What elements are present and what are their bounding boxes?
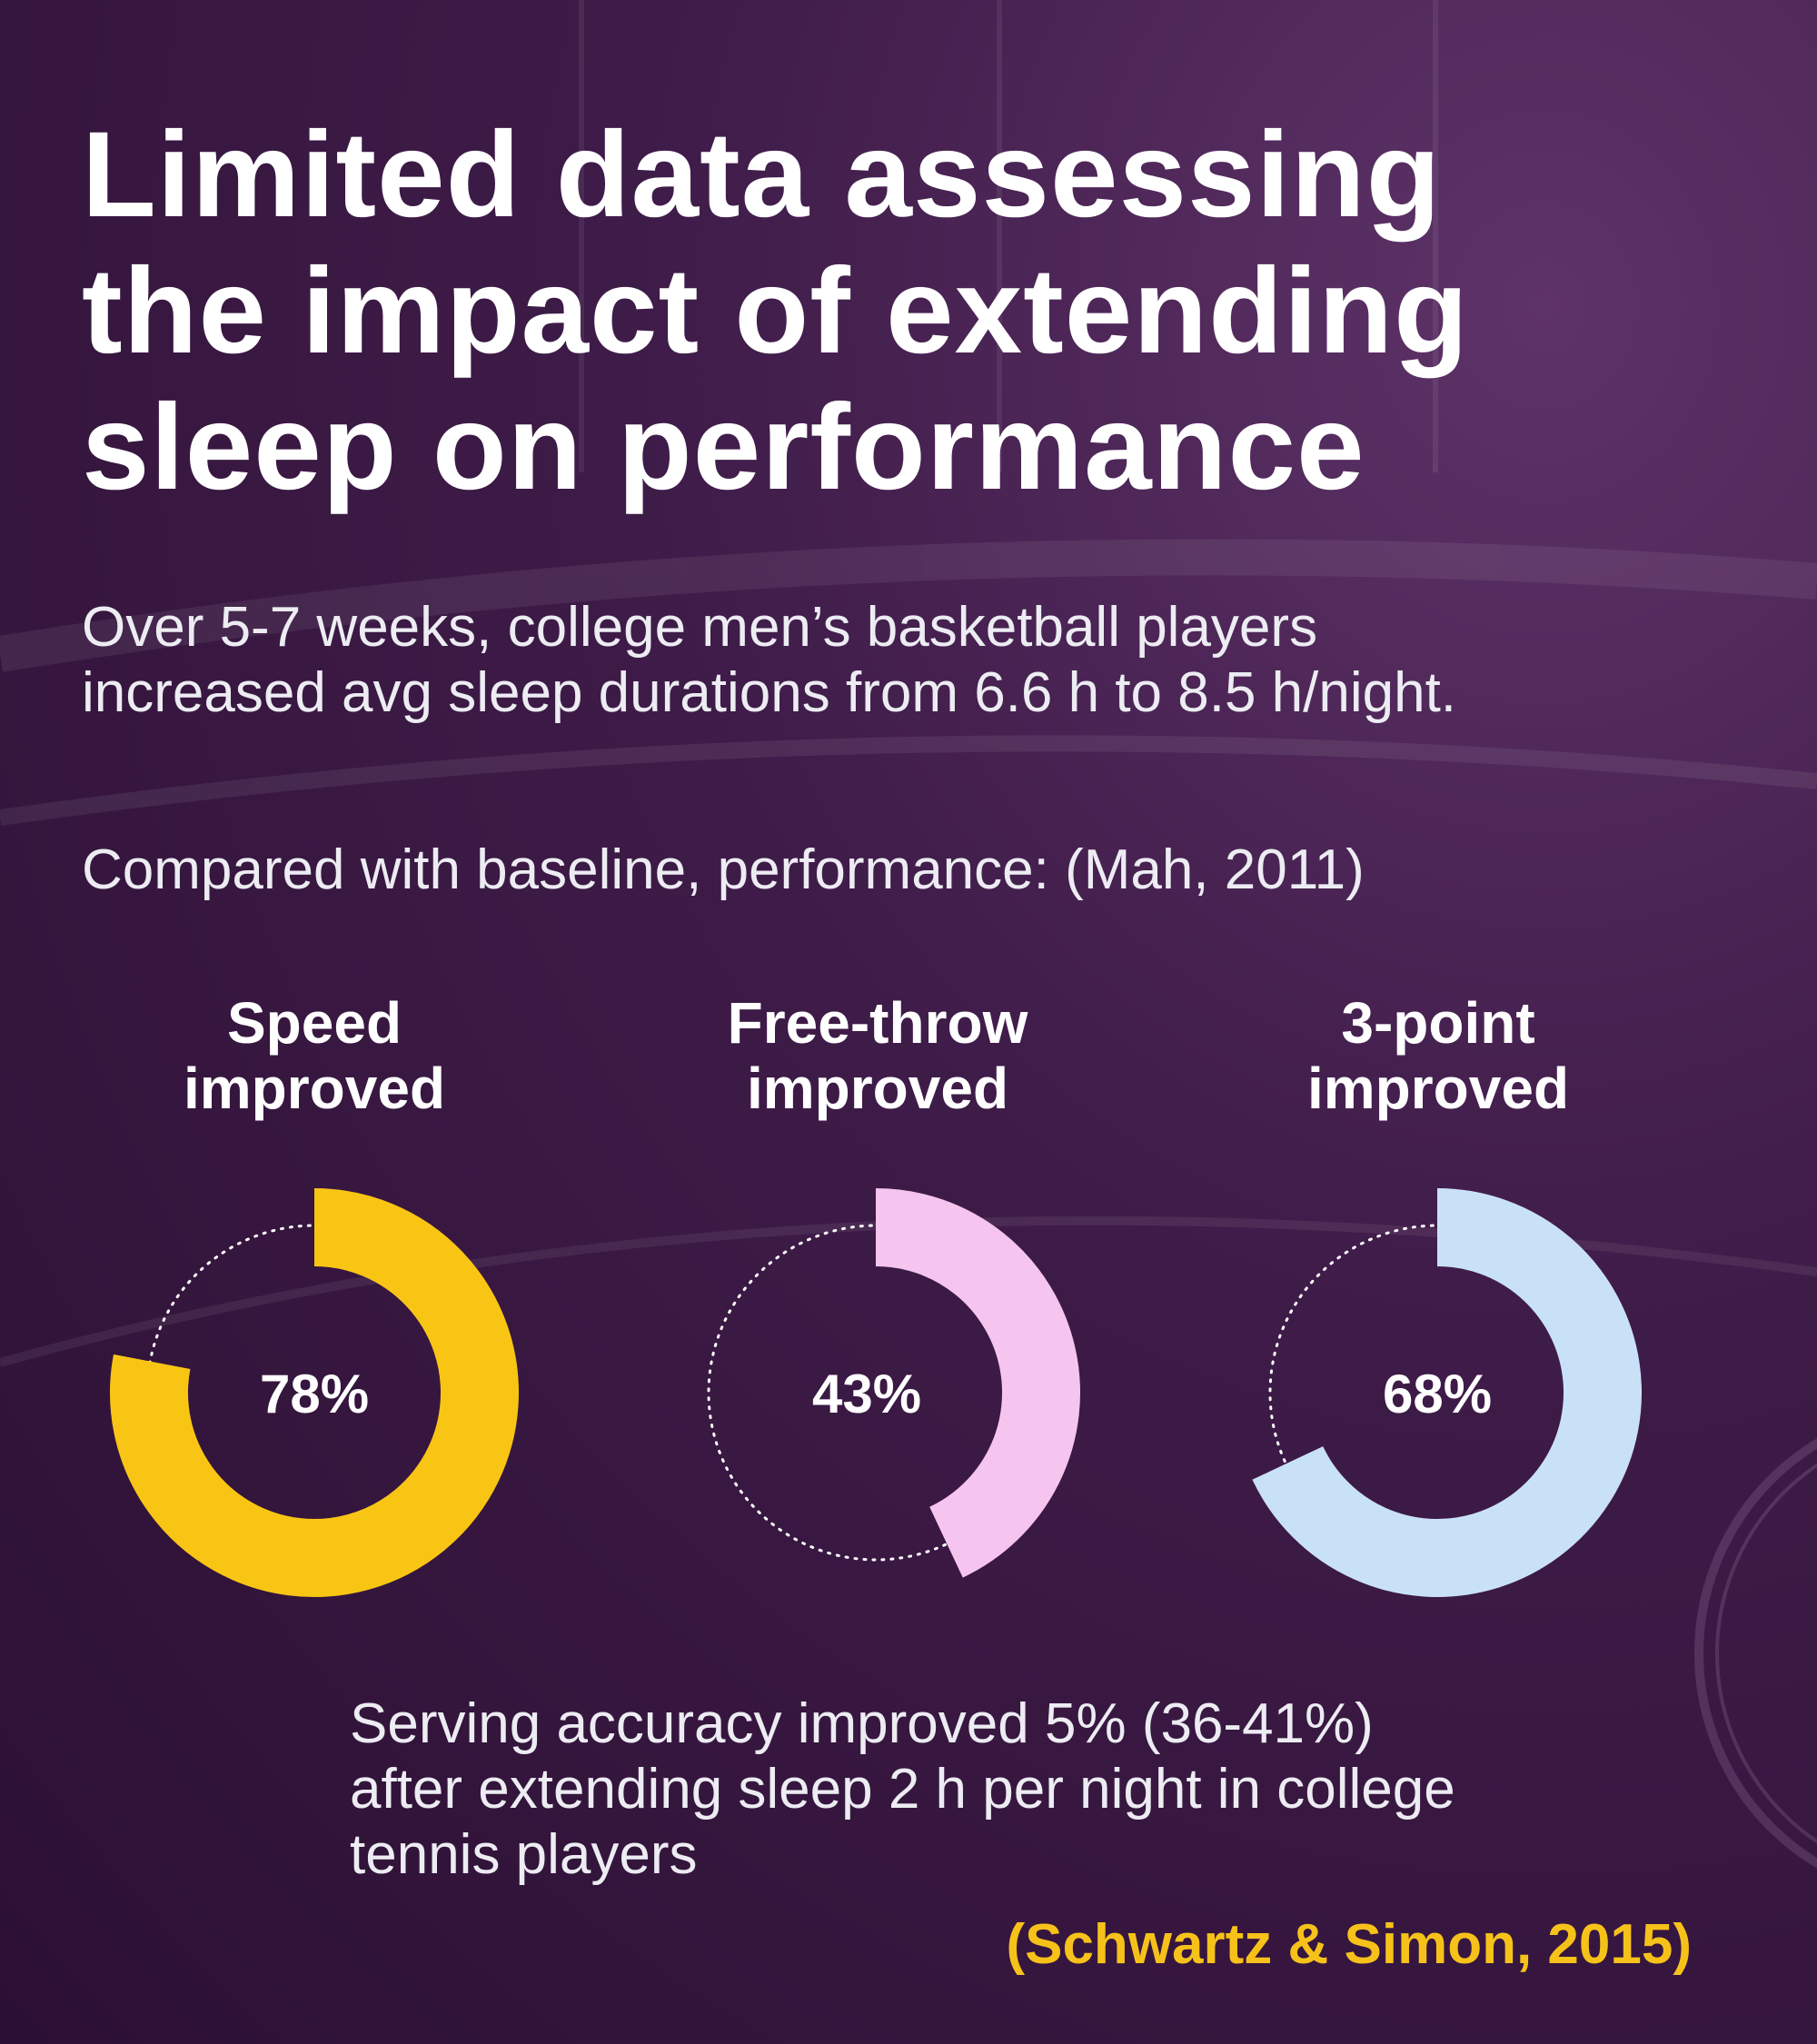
title-line: the impact of extending — [82, 243, 1469, 379]
intro-paragraph: Over 5-7 weeks, college men’s basketball… — [82, 595, 1790, 726]
intro-line: increased avg sleep durations from 6.6 h… — [82, 661, 1457, 724]
three-point-percentage: 68% — [1383, 1364, 1492, 1424]
speed-percentage: 78% — [260, 1364, 369, 1424]
free-throw-percentage: 43% — [812, 1364, 921, 1424]
serving-line: tennis players — [350, 1823, 698, 1886]
compared-text: Compared with baseline, performance: (Ma… — [82, 838, 1365, 901]
speed-donut-arc — [110, 1188, 519, 1597]
speed-label: Speed improved — [78, 990, 551, 1121]
three-point-donut: 68% — [1252, 1188, 1642, 1597]
three-point-label: 3-point improved — [1202, 990, 1674, 1121]
serving-accuracy-text: Serving accuracy improved 5% (36-41%) af… — [350, 1692, 1767, 1888]
free-throw-donut-arc — [875, 1188, 1080, 1578]
speed-label-line: Speed — [226, 990, 402, 1056]
free-throw-label-line: Free-throw — [727, 990, 1028, 1056]
speed-donut: 78% — [110, 1188, 519, 1597]
page-title: Limited data assessing the impact of ext… — [82, 107, 1772, 516]
serving-line: Serving accuracy improved 5% (36-41%) — [350, 1692, 1374, 1755]
speed-label-line: improved — [183, 1056, 446, 1121]
title-line: Limited data assessing — [82, 107, 1442, 243]
intro-line: Over 5-7 weeks, college men’s basketball… — [82, 596, 1318, 659]
free-throw-label-line: improved — [746, 1056, 1009, 1121]
three-point-donut-arc — [1252, 1188, 1642, 1597]
citation: (Schwartz & Simon, 2015) — [1006, 1913, 1692, 1976]
three-point-label-line: 3-point — [1341, 990, 1535, 1056]
free-throw-donut: 43% — [707, 1188, 1080, 1578]
three-point-label-line: improved — [1306, 1056, 1570, 1121]
free-throw-label: Free-throw improved — [641, 990, 1114, 1121]
title-line: sleep on performance — [82, 380, 1365, 515]
serving-line: after extending sleep 2 h per night in c… — [350, 1758, 1455, 1821]
